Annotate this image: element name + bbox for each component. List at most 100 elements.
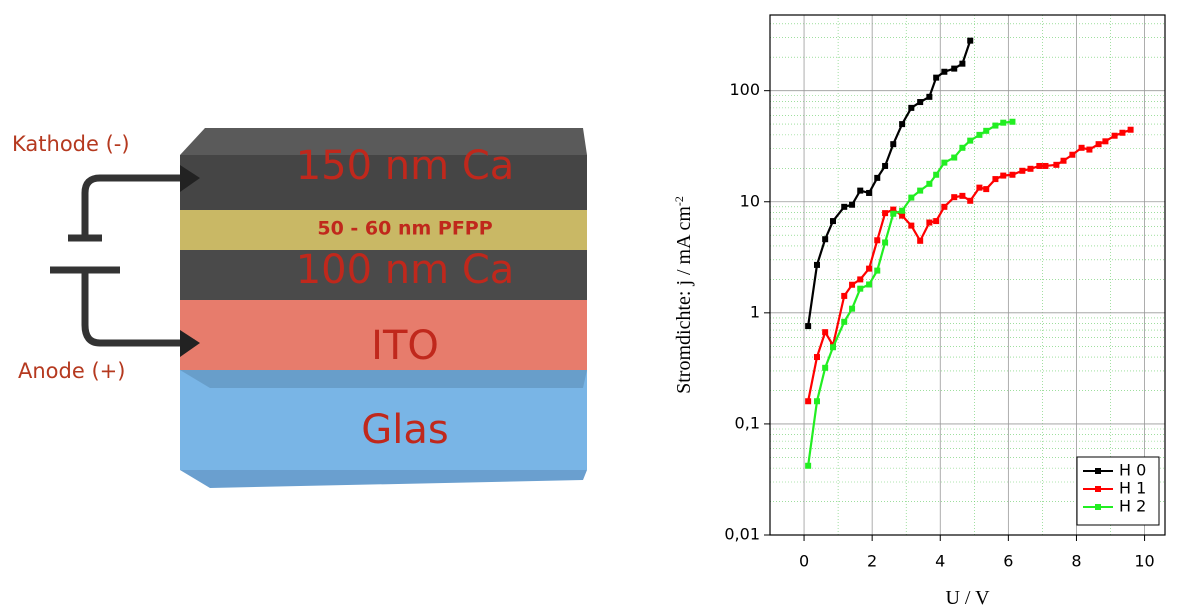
marker [805,398,812,405]
y-tick-label: 1 [750,302,760,321]
marker [992,122,999,129]
wire [81,272,195,347]
marker [829,344,836,351]
plot-frame [769,14,1166,536]
marker [967,37,974,44]
marker [967,137,974,144]
marker [933,171,940,178]
marker [959,60,966,67]
marker [874,174,881,181]
marker [959,144,966,151]
marker [926,180,933,187]
marker [841,292,848,299]
x-tick-label: 6 [1003,552,1013,571]
marker [967,197,974,204]
marker [1095,141,1102,148]
legend-marker [1095,504,1101,510]
marker [951,194,958,201]
layer-label: Glas [361,407,448,453]
marker [890,141,897,148]
y-tick-label: 100 [729,80,760,99]
marker [857,276,864,283]
series-line [807,128,1131,402]
marker [983,186,990,193]
legend-marker [1095,468,1101,474]
marker [890,210,897,217]
marker [951,65,958,72]
y-axis-label-text: Stromdichte: j / mA cm [673,206,695,394]
marker [908,222,915,229]
marker [1078,144,1085,151]
y-tick-label: 10 [740,191,760,210]
marker [866,265,873,272]
ca-bottom-layer [180,250,587,300]
x-axis-label: U / V [945,587,990,609]
marker [813,261,820,268]
marker [849,281,856,288]
marker [890,206,897,213]
marker [813,398,820,405]
marker [1042,162,1049,169]
marker [933,74,940,81]
marker [822,364,829,371]
marker [866,281,873,288]
marker [805,462,812,469]
series-line [807,40,972,327]
marker [1000,119,1007,126]
y-axis-label: Stromdichte: j / mA cm-2 [672,196,695,394]
marker [1009,118,1016,125]
marker [882,210,889,217]
marker [983,127,990,134]
x-tick-label: 8 [1071,552,1081,571]
marker [1086,146,1093,153]
marker [805,323,812,330]
y-axis-label-sup: -2 [672,196,686,206]
y-tick-label: 0,01 [724,525,760,544]
legend-box [1076,456,1160,526]
marker [976,184,983,191]
marker [899,207,906,214]
marker [917,99,924,106]
marker [857,187,864,194]
marker [899,121,906,128]
series-line [807,120,1013,466]
marker [882,162,889,169]
marker [926,93,933,100]
layer-label: ITO [371,323,439,369]
marker [1053,161,1060,168]
ca-top-layer [180,155,587,210]
marker [917,187,924,194]
legend-label: H 1 [1119,479,1146,498]
layer-label: 150 nm Ca [296,143,515,189]
marker [841,318,848,325]
marker [813,354,820,361]
marker [951,154,958,161]
marker [866,189,873,196]
marker [849,201,856,208]
top-face [180,128,587,155]
marker [822,236,829,243]
marker [1060,157,1067,164]
marker [908,104,915,111]
marker [1019,167,1026,174]
legend-label: H 0 [1119,461,1146,480]
marker [1000,172,1007,179]
marker [933,218,940,225]
x-tick-label: 10 [1134,552,1154,571]
marker [882,239,889,246]
legend-label: H 2 [1119,497,1146,516]
marker [874,267,881,274]
pfpp-layer [180,210,587,250]
marker [941,159,948,166]
marker [1111,132,1118,139]
contact [180,165,200,192]
marker [941,68,948,75]
marker [899,212,906,219]
marker [829,218,836,225]
ito-layer [180,300,587,370]
marker [822,329,829,336]
chart: 0,01 0,1 1 10 100 0 2 4 6 8 10 U / V Stromdichte: j … [672,14,1166,609]
cathode-label: Kathode (-) [12,132,130,156]
